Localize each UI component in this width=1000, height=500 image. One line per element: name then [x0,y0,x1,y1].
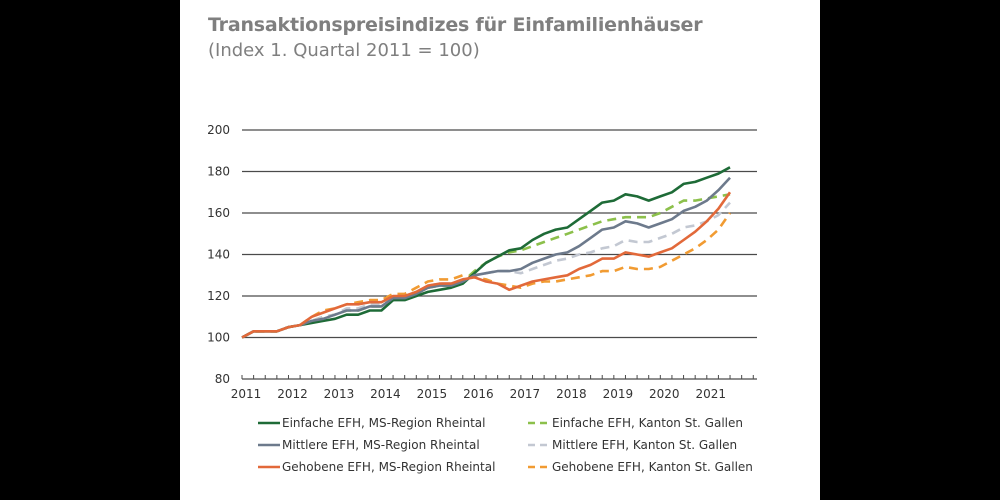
legend-item: Einfache EFH, MS-Region Rheintal [258,416,486,430]
legend-item: Mittlere EFH, Kanton St. Gallen [528,438,737,452]
series-line-3 [241,201,731,339]
legend-item: Einfache EFH, Kanton St. Gallen [528,416,743,430]
y-tick-label: 160 [207,206,230,220]
legend-label: Einfache EFH, MS-Region Rheintal [282,416,486,430]
y-tick-label: 120 [207,289,230,303]
x-tick-label: 2015 [417,387,448,401]
x-tick-label: 2020 [649,387,680,401]
chart-panel [180,0,820,500]
series-line-0 [241,166,731,339]
chart-title: Transaktionspreisindizes für Einfamilien… [208,14,703,36]
y-tick-label: 200 [207,123,230,137]
legend: Einfache EFH, MS-Region Rheintal Einfache… [258,416,753,474]
legend-label: Mittlere EFH, MS-Region Rheintal [282,438,480,452]
x-axis: 2011 2012 2013 2014 2015 2016 2017 2018 2019 2020… [231,375,754,401]
x-tick-label: 2019 [603,387,634,401]
legend-label: Einfache EFH, Kanton St. Gallen [552,416,743,430]
chart-subtitle: (Index 1. Quartal 2011 = 100) [208,40,480,61]
series-line-2 [241,176,731,339]
x-tick-label: 2013 [324,387,355,401]
y-tick-label: 80 [215,372,230,386]
series-line-4 [241,191,732,339]
legend-item: Mittlere EFH, MS-Region Rheintal [258,438,480,452]
series-lines [241,166,732,339]
x-tick-label: 2014 [370,387,401,401]
y-tick-label: 140 [207,248,230,262]
x-tick-label: 2021 [696,387,727,401]
legend-label: Mittlere EFH, Kanton St. Gallen [552,438,737,452]
legend-item: Gehobene EFH, Kanton St. Gallen [528,460,753,474]
y-tick-label: 180 [207,165,230,179]
series-line-5 [241,212,732,339]
x-tick-label: 2016 [463,387,494,401]
x-tick-label: 2017 [510,387,541,401]
legend-item: Gehobene EFH, MS-Region Rheintal [258,460,495,474]
y-axis: 80 100 120 140 160 180 200 [207,123,230,386]
y-tick-label: 100 [207,331,230,345]
x-tick-label: 2018 [556,387,587,401]
legend-label: Gehobene EFH, MS-Region Rheintal [282,460,495,474]
x-tick-label: 2012 [277,387,308,401]
legend-label: Gehobene EFH, Kanton St. Gallen [552,460,753,474]
x-tick-label: 2011 [231,387,262,401]
